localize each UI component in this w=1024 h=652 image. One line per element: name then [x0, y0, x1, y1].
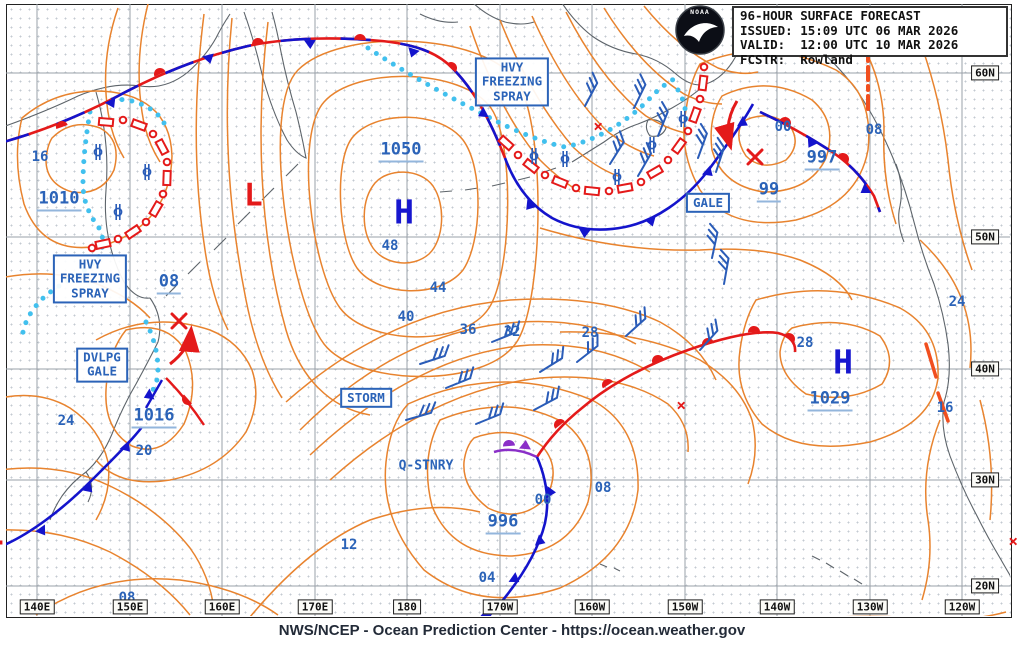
- longitude-label: 120W: [944, 599, 980, 615]
- isobar-label: 36: [459, 322, 477, 338]
- pressure-value: 08: [156, 273, 182, 295]
- isobar-label: 32: [503, 324, 521, 340]
- stationary-front-se-alaska: [759, 110, 882, 213]
- isobar-label: 16: [31, 149, 49, 165]
- isobar-label: 16: [936, 400, 954, 416]
- isobar-label: 20: [135, 443, 153, 459]
- latitude-label: 50N: [971, 229, 999, 245]
- longitude-label: 160W: [574, 599, 610, 615]
- gale-label: GALE: [685, 192, 731, 214]
- freezing-spray-boundary: [19, 45, 689, 397]
- latitude-label: 60N: [971, 65, 999, 81]
- longitude-label: 180: [393, 599, 421, 615]
- high-symbol-central: H: [394, 192, 414, 232]
- low-x-mark: ×: [593, 116, 603, 136]
- isobar-label: 12: [340, 537, 358, 553]
- isobar-label: 00: [534, 492, 552, 508]
- low-letter: L: [0, 517, 4, 553]
- noaa-logo: [675, 5, 725, 55]
- pressure-value: 997: [804, 149, 840, 171]
- hvy-freezing-spray-label-west: HVY FREEZING SPRAY: [52, 254, 128, 304]
- dvlpg-gale-label: DVLPG GALE: [76, 347, 128, 383]
- isobar-label: 04: [478, 570, 496, 586]
- isobar-label: 48: [381, 238, 399, 254]
- valid-line: VALID: 12:00 UTC 10 MAR 2026: [740, 37, 959, 52]
- isobar-label: 28: [796, 335, 814, 351]
- low-symbol-south: L×: [0, 517, 1018, 553]
- latitude-label: 30N: [971, 472, 999, 488]
- occluded-front-south: [493, 439, 538, 459]
- noaa-logo-text: NOAA: [690, 8, 710, 16]
- movement-arrows: [169, 100, 739, 366]
- pressure-value: 1029: [807, 390, 853, 412]
- longitude-label: 140W: [759, 599, 795, 615]
- longitude-label: 140E: [19, 599, 55, 615]
- pressure-value: 1050: [378, 141, 424, 163]
- developing-low-fronts: [141, 377, 205, 426]
- low-symbol-northeast: L×: [244, 177, 1024, 214]
- cold-front-south: [479, 456, 557, 616]
- stationary-front-top: [6, 33, 507, 159]
- longitude-label: 130W: [852, 599, 888, 615]
- cold-front-southwest: [6, 426, 144, 546]
- isobar-label: 08: [594, 480, 612, 496]
- storm-label: STORM: [340, 387, 392, 409]
- pressure-value: 99: [756, 181, 782, 203]
- longitude-label: 160E: [204, 599, 240, 615]
- longitude-label: 170E: [297, 599, 333, 615]
- forecast-title: 96-HOUR SURFACE FORECAST: [740, 8, 921, 23]
- latitude-label: 40N: [971, 361, 999, 377]
- isobar-label: 08: [865, 122, 883, 138]
- longitude-label: 170W: [482, 599, 518, 615]
- footer-caption: NWS/NCEP - Ocean Prediction Center - htt…: [278, 622, 746, 639]
- coastlines: [6, 4, 1010, 585]
- forecaster-line: FCSTR: Rowland: [740, 51, 853, 67]
- pressure-value: 1016: [131, 407, 177, 429]
- pressure-value: 996: [485, 513, 521, 535]
- issued-line: ISSUED: 15:09 UTC 06 MAR 2026: [740, 22, 959, 38]
- hvy-freezing-spray-label-north: HVY FREEZING SPRAY: [474, 57, 550, 107]
- position-x-marks: [170, 148, 764, 330]
- longitude-label: 150W: [667, 599, 703, 615]
- isobar-label: 24: [57, 413, 75, 429]
- isobar-label: 28: [581, 325, 599, 341]
- low-letter: L: [244, 177, 263, 214]
- isobar-label: 24: [948, 294, 966, 310]
- low-symbol-west: L×: [0, 384, 686, 415]
- low-symbol-northwest: L×: [0, 105, 603, 136]
- longitude-label: 150E: [112, 599, 148, 615]
- high-symbol-southeast: H: [833, 342, 853, 382]
- low-x-mark: ×: [676, 395, 686, 415]
- quasi-stationary-label: Q-STNRY: [398, 458, 454, 474]
- latitude-label: 20N: [971, 578, 999, 594]
- low-x-mark: ×: [1008, 531, 1018, 551]
- isobar-label: 40: [397, 309, 415, 325]
- warm-front-south: [535, 325, 798, 458]
- pressure-value: 1010: [36, 190, 82, 212]
- forecast-header-box: 96-HOUR SURFACE FORECAST ISSUED: 15:09 U…: [732, 6, 1008, 66]
- isobar-label: 00: [774, 119, 792, 135]
- isobar-label: 44: [429, 280, 447, 296]
